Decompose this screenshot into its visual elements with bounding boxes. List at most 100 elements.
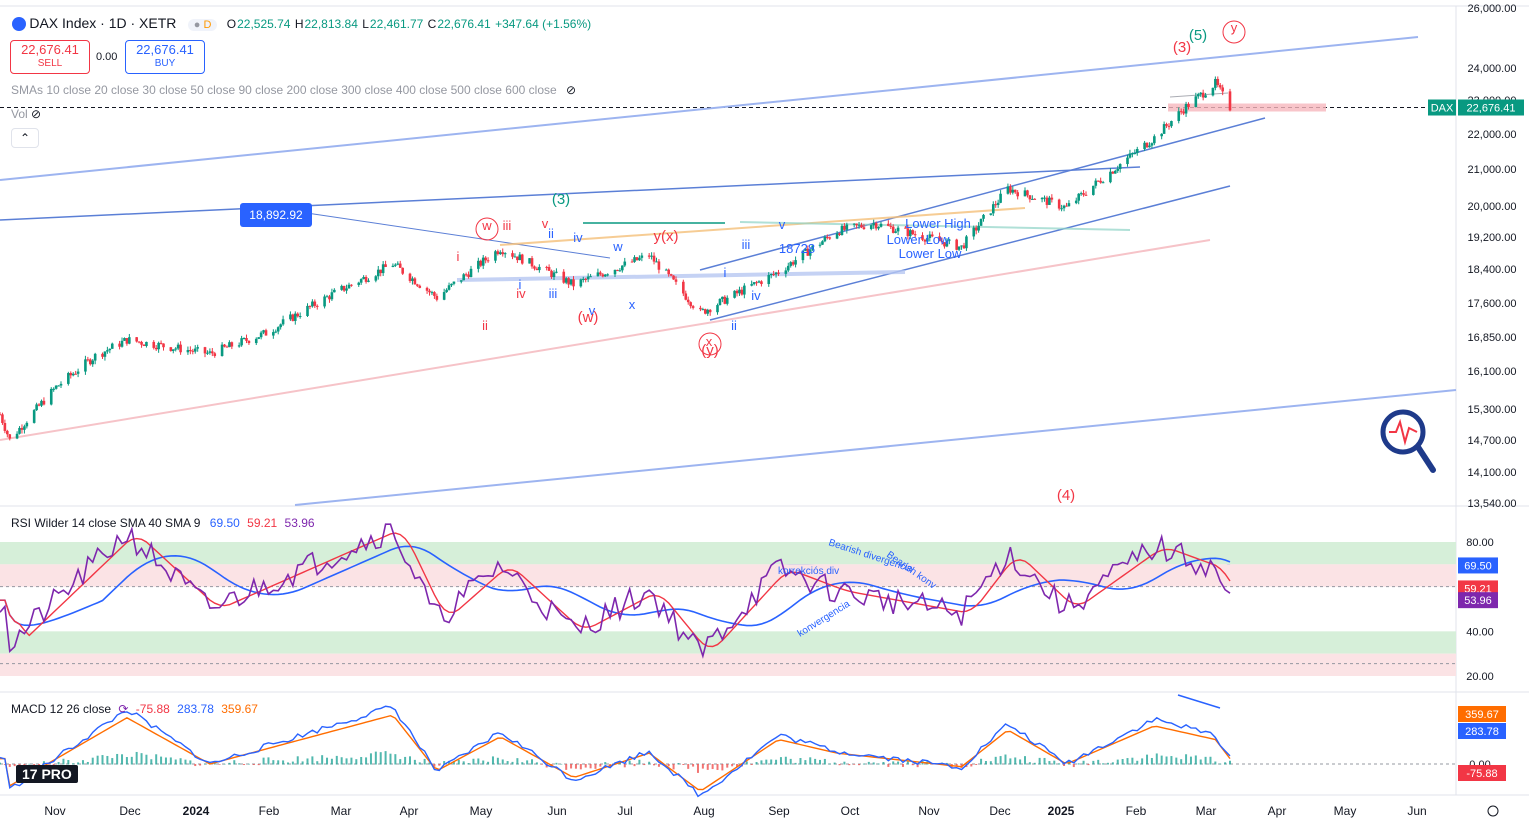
candle	[691, 304, 695, 310]
macd-hist-bar	[1204, 756, 1207, 765]
macd-hist-bar	[872, 762, 875, 765]
macd-hist-bar	[726, 764, 729, 768]
price-tick: 20,000.00	[1468, 201, 1517, 213]
ohlc-high-key: H	[294, 17, 304, 31]
tradingview-logo[interactable]: 17 PRO	[16, 765, 78, 783]
candle-body	[459, 280, 463, 282]
candle	[398, 260, 402, 268]
macd-hist-bar	[696, 764, 699, 773]
candle	[1096, 180, 1100, 182]
candle-body	[806, 248, 810, 256]
candle	[140, 340, 143, 348]
candle-body	[991, 204, 995, 214]
macd-hist-bar	[130, 756, 133, 765]
time-tick: Oct	[841, 804, 860, 818]
candle-body	[494, 251, 497, 261]
buy-button[interactable]: 22,676.41 BUY	[125, 40, 205, 74]
candle	[23, 424, 26, 434]
candle-body	[367, 280, 370, 282]
flag-icon	[12, 17, 26, 31]
candle	[1162, 121, 1166, 134]
candle-body	[1228, 91, 1232, 111]
macd-hist-bar	[599, 764, 602, 767]
magnifier-icon[interactable]	[1380, 409, 1436, 473]
macd-hist-bar	[770, 759, 773, 765]
candle-body	[1009, 186, 1012, 193]
candle-body	[203, 347, 207, 354]
rsi-band-lower	[0, 631, 1456, 654]
candle	[623, 257, 627, 268]
candle	[1023, 187, 1027, 197]
candle	[247, 340, 251, 345]
macd-hist-bar	[1126, 758, 1129, 765]
candle-body	[777, 272, 780, 274]
symbol-legend[interactable]: DAX Index · 1D · XETR ● D O22,525.74 H22…	[12, 15, 592, 31]
candle-body	[171, 349, 175, 351]
candle-body	[879, 223, 883, 227]
candle-body	[425, 287, 429, 291]
candle-body	[313, 301, 317, 306]
candle-body	[315, 305, 319, 307]
candle	[416, 283, 419, 288]
settings-gear-icon[interactable]	[1487, 805, 1499, 817]
candle-body	[59, 383, 63, 386]
candle-body	[23, 426, 26, 430]
macd-hist-bar	[404, 756, 407, 765]
macd-hist-bar	[330, 758, 333, 765]
candle-body	[669, 274, 673, 276]
macd-hist-bar	[501, 759, 504, 765]
candle-body	[1177, 111, 1181, 122]
candle-body	[54, 385, 58, 389]
symbol-title[interactable]: DAX Index · 1D · XETR	[29, 15, 177, 31]
macd-hist-bar	[1116, 759, 1119, 765]
candle-body	[1194, 96, 1198, 108]
sell-label: SELL	[37, 58, 63, 69]
hidden-eye-icon[interactable]: ⊘	[566, 83, 577, 97]
collapse-legend-button[interactable]: ⌃	[11, 128, 39, 148]
rising-channel-upper	[699, 117, 1266, 271]
volume-hidden-icon[interactable]: ⊘	[31, 107, 42, 121]
candle-body	[1131, 153, 1134, 155]
macd-hist-bar	[833, 762, 836, 765]
sma-legend[interactable]: SMAs 10 close 20 close 30 close 50 close…	[11, 83, 576, 97]
ohlc-open: 22,525.74	[237, 17, 291, 31]
macd-hist-bar	[247, 763, 250, 765]
candle-body	[333, 289, 336, 293]
candle	[664, 268, 668, 271]
candle-body	[647, 255, 651, 257]
candle	[999, 190, 1002, 204]
wave-label: iv	[751, 288, 761, 303]
macd-hist-bar	[682, 764, 685, 765]
candle	[821, 240, 824, 245]
candle	[894, 228, 897, 234]
macd-hist-bar	[184, 759, 187, 765]
time-tick: Mar	[1196, 804, 1217, 818]
settings-loop-icon[interactable]: ⟳	[118, 702, 129, 716]
candle-body	[325, 296, 329, 298]
candle	[262, 329, 265, 335]
sell-button[interactable]: 22,676.41 SELL	[10, 40, 90, 74]
volume-legend[interactable]: Vol ⊘	[11, 107, 41, 121]
candle-body	[808, 249, 812, 256]
candle	[296, 312, 300, 318]
candle-body	[996, 202, 1000, 206]
macd-hist-bar	[882, 762, 885, 765]
macd-hist-bar	[321, 755, 324, 765]
macd-hist-bar	[984, 761, 987, 765]
candle-body	[657, 261, 661, 270]
candle-body	[567, 278, 570, 285]
candle	[750, 280, 753, 287]
macd-hist-bar	[482, 760, 485, 765]
macd-hist-bar	[745, 761, 748, 765]
candle	[1077, 193, 1080, 205]
candle-body	[725, 297, 729, 304]
macd-hist-bar	[160, 756, 163, 765]
candle	[940, 237, 944, 245]
candle-body	[391, 265, 395, 267]
candle-body	[1216, 78, 1220, 86]
candle-body	[157, 342, 160, 350]
rsi-legend[interactable]: RSI Wilder 14 close SMA 40 SMA 9 69.50 5…	[11, 516, 315, 530]
macd-legend[interactable]: MACD 12 26 close ⟳ -75.88 283.78 359.67	[11, 702, 258, 716]
candle-body	[889, 225, 893, 227]
